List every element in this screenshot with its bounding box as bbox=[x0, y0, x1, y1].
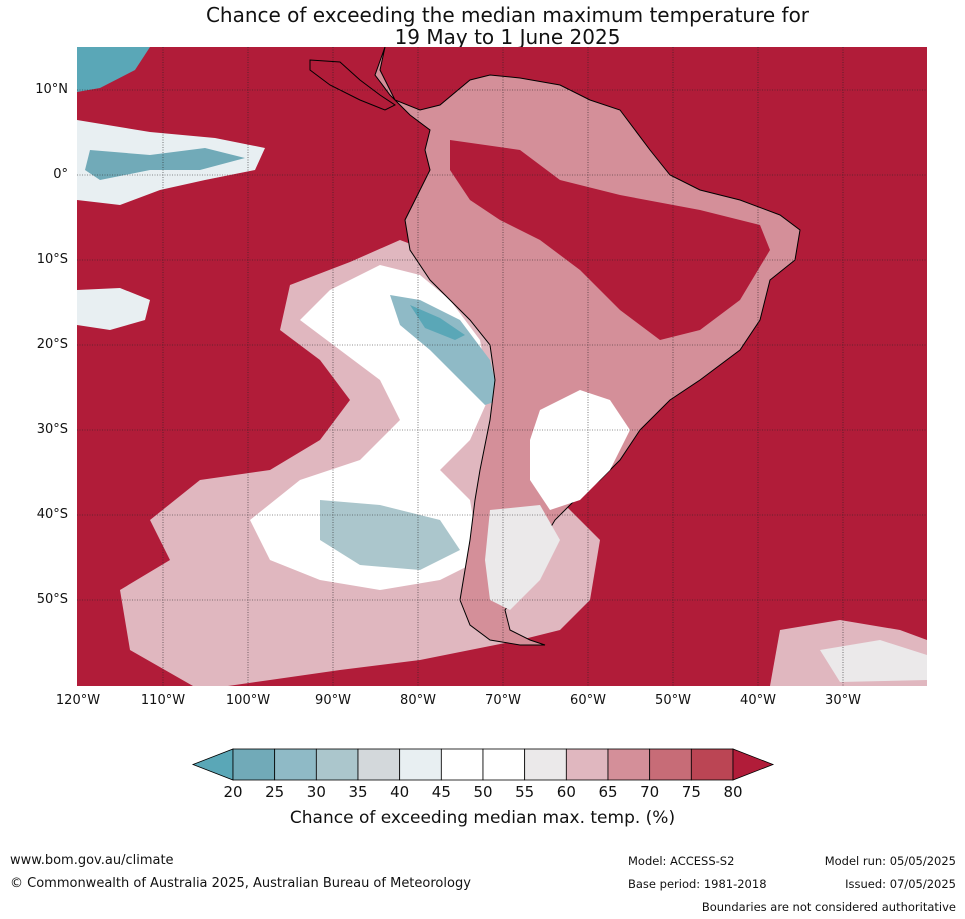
colorbar-tick-35: 35 bbox=[348, 783, 368, 801]
colorbar-tick-40: 40 bbox=[390, 783, 410, 801]
blue-streak-peru bbox=[390, 295, 500, 405]
white-patch-south-atlantic bbox=[820, 640, 927, 682]
lon-label-40w: 40°W bbox=[740, 693, 776, 708]
lat-label-30s: 30°S bbox=[36, 422, 68, 437]
lat-label-40s: 40°S bbox=[36, 507, 68, 522]
pacific-cool-patch-nw bbox=[77, 47, 150, 92]
lon-label-60w: 60°W bbox=[570, 693, 606, 708]
lat-label-20s: 20°S bbox=[36, 337, 68, 352]
blue-patch-40s bbox=[320, 500, 460, 570]
lon-label-70w: 70°W bbox=[485, 693, 521, 708]
colorbar-tick-45: 45 bbox=[431, 783, 451, 801]
pacific-patch-15s bbox=[77, 288, 150, 330]
title-line-2: 19 May to 1 June 2025 bbox=[394, 25, 621, 49]
central-america bbox=[309, 59, 396, 111]
colorbar-tick-80: 80 bbox=[723, 783, 743, 801]
lon-label-30w: 30°W bbox=[825, 693, 861, 708]
blue-streak-peru-core bbox=[410, 305, 465, 340]
footer-issued: Issued: 07/05/2025 bbox=[845, 877, 956, 891]
colorbar-tick-50: 50 bbox=[473, 783, 493, 801]
land-patagonia-white bbox=[485, 505, 560, 610]
graticule bbox=[77, 47, 927, 686]
land-pampas-white bbox=[530, 390, 630, 510]
map-body bbox=[77, 47, 927, 686]
lat-label-10n: 10°N bbox=[35, 82, 68, 97]
pacific-cool-patch-eq-core bbox=[85, 148, 245, 180]
colorbar-tick-75: 75 bbox=[681, 783, 701, 801]
colorbar-tick-55: 55 bbox=[515, 783, 535, 801]
lat-label-0: 0° bbox=[53, 167, 68, 182]
lat-label-10s: 10°S bbox=[36, 252, 68, 267]
footer-copyright: © Commonwealth of Australia 2025, Austra… bbox=[10, 876, 471, 891]
chart-title: Chance of exceeding the median maximum t… bbox=[0, 4, 965, 48]
colorbar-label: Chance of exceeding median max. temp. (%… bbox=[289, 808, 676, 828]
title-line-1: Chance of exceeding the median maximum t… bbox=[205, 3, 810, 27]
footer-model-run: Model run: 05/05/2025 bbox=[824, 854, 956, 868]
footer-model: Model: ACCESS-S2 bbox=[628, 854, 735, 868]
footer-disclaimer: Boundaries are not considered authoritat… bbox=[701, 900, 956, 914]
footer-base-period: Base period: 1981-2018 bbox=[628, 877, 767, 891]
colorbar-tick-25: 25 bbox=[265, 783, 285, 801]
lat-label-50s: 50°S bbox=[36, 592, 68, 607]
lon-label-110w: 110°W bbox=[140, 693, 186, 708]
colorbar-tick-20: 20 bbox=[223, 783, 243, 801]
lon-label-80w: 80°W bbox=[400, 693, 436, 708]
footer-website[interactable]: www.bom.gov.au/climate bbox=[10, 853, 174, 868]
lon-label-100w: 100°W bbox=[225, 693, 271, 708]
lon-label-90w: 90°W bbox=[315, 693, 351, 708]
colorbar-tick-70: 70 bbox=[640, 783, 660, 801]
colorbar-tick-60: 60 bbox=[556, 783, 576, 801]
lon-label-120w: 120°W bbox=[55, 693, 101, 708]
colorbar-tick-30: 30 bbox=[306, 783, 326, 801]
colorbar-tick-65: 65 bbox=[598, 783, 618, 801]
lon-label-50w: 50°W bbox=[655, 693, 691, 708]
land-interior-red bbox=[450, 140, 770, 340]
